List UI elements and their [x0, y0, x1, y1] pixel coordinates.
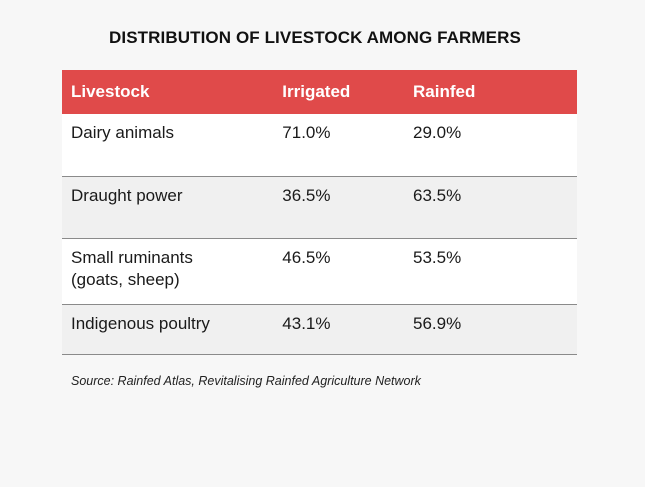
row-label: Draught power — [62, 176, 274, 239]
column-header-livestock: Livestock — [62, 70, 274, 114]
table-row: Draught power 36.5% 63.5% — [62, 176, 577, 239]
irrigated-value: 43.1% — [273, 304, 404, 355]
irrigated-value: 36.5% — [273, 176, 404, 239]
table-header-row: Livestock Irrigated Rainfed — [62, 70, 577, 114]
rainfed-value: 63.5% — [403, 176, 577, 239]
irrigated-value: 46.5% — [273, 238, 404, 305]
column-header-irrigated: Irrigated — [273, 70, 404, 114]
source-note: Source: Rainfed Atlas, Revitalising Rain… — [71, 374, 421, 388]
row-label: Dairy animals — [62, 114, 274, 177]
row-label: Indigenous poultry — [62, 304, 274, 355]
rainfed-value: 53.5% — [403, 238, 577, 305]
irrigated-value: 71.0% — [273, 114, 404, 177]
rainfed-value: 29.0% — [403, 114, 577, 177]
table-row: Dairy animals 71.0% 29.0% — [62, 114, 577, 177]
row-label: Small ruminants (goats, sheep) — [62, 238, 274, 305]
chart-title: DISTRIBUTION OF LIVESTOCK AMONG FARMERS — [109, 28, 521, 47]
livestock-table: Livestock Irrigated Rainfed Dairy animal… — [62, 70, 577, 355]
table-row: Indigenous poultry 43.1% 56.9% — [62, 304, 577, 355]
rainfed-value: 56.9% — [403, 304, 577, 355]
column-header-rainfed: Rainfed — [403, 70, 577, 114]
table-row: Small ruminants (goats, sheep) 46.5% 53.… — [62, 238, 577, 305]
